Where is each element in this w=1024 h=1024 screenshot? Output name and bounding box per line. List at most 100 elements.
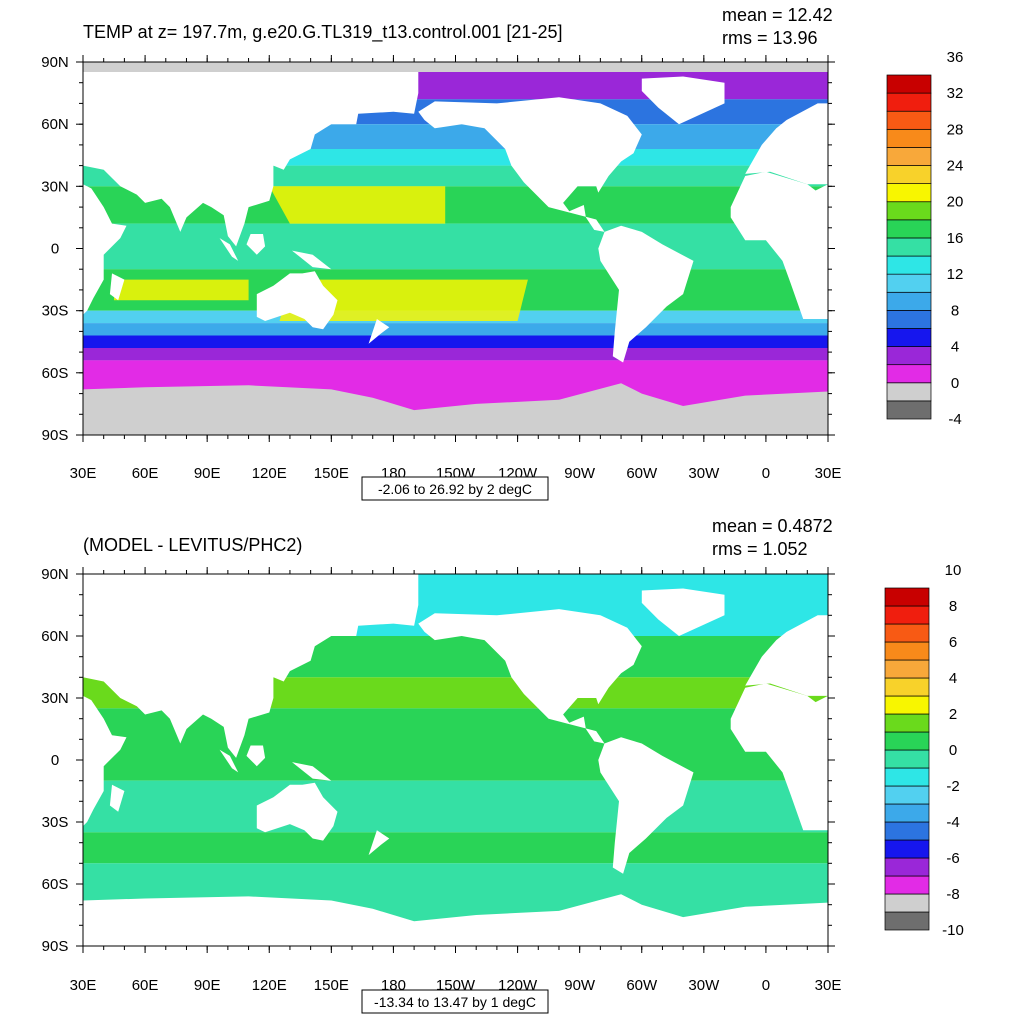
colorbar-swatch: [884, 659, 930, 679]
colorbar-swatch: [886, 128, 932, 148]
colorbar-swatch: [886, 110, 932, 130]
colorbar-swatch: [884, 839, 930, 859]
lat-label: 90N: [41, 54, 69, 71]
colorbar-swatch: [886, 400, 932, 420]
land-mass: [83, 695, 127, 827]
warm-core: [279, 279, 528, 321]
colorbar-label: 24: [947, 158, 964, 175]
colorbar-swatch: [886, 310, 932, 329]
lon-label: 0: [762, 977, 770, 994]
colorbar-swatch: [886, 328, 932, 347]
lon-label: 120E: [252, 465, 287, 482]
colorbar-swatch: [884, 641, 930, 661]
lon-label: 0: [762, 465, 770, 482]
land-mass: [368, 830, 390, 856]
range-label-box: [361, 989, 549, 1014]
land-mass: [745, 615, 828, 696]
colorbar-swatch: [884, 893, 930, 913]
lat-label: 60S: [42, 365, 69, 382]
land-mass: [641, 588, 725, 636]
land-mass: [246, 745, 266, 767]
lon-label: 30E: [815, 977, 842, 994]
colorbar-label: -4: [946, 814, 959, 831]
colorbar-label: -4: [948, 411, 961, 428]
colorbar-swatch: [886, 219, 932, 239]
lon-label: 60E: [132, 977, 159, 994]
colorbar-swatch: [884, 713, 930, 733]
warm-core: [114, 279, 249, 301]
colorbar-label: 8: [949, 598, 957, 615]
lon-label: 90W: [564, 465, 596, 482]
colorbar-swatch: [884, 623, 930, 643]
colorbar-swatch: [886, 364, 932, 384]
land-mass: [641, 76, 725, 125]
colorbar-label: 6: [949, 634, 957, 651]
colorbar-label: 32: [947, 85, 964, 102]
lat-label: 60S: [42, 876, 69, 893]
colorbar-label: 0: [951, 375, 959, 392]
lon-label: 90E: [194, 465, 221, 482]
colorbar-swatch: [886, 92, 932, 112]
colorbar-swatch: [886, 74, 932, 94]
land-mass: [219, 238, 239, 261]
land-mass: [368, 319, 390, 344]
colorbar-label: 20: [947, 194, 964, 211]
contour-band: [83, 780, 828, 833]
land-mass: [256, 782, 338, 841]
colorbar-swatch: [884, 605, 930, 625]
colorbar-swatch: [884, 821, 930, 841]
contour-band: [83, 348, 828, 361]
lat-label: 0: [51, 752, 59, 769]
map-panel-2: 30E 60E 90E 120E 150E 180 150W 120W 90W 60W 30W 0 30…: [41, 516, 964, 1014]
colorbar-swatch: [884, 731, 930, 751]
lat-label: 60N: [41, 116, 69, 133]
panel-title: (MODEL - LEVITUS/PHC2): [83, 535, 302, 555]
rms-stat: rms = 13.96: [722, 28, 818, 48]
mean-stat: mean = 12.42: [722, 5, 833, 25]
antarctica: [83, 894, 828, 946]
colorbar-swatch: [886, 201, 932, 221]
land-mass: [109, 273, 125, 301]
lat-label: 30S: [42, 814, 69, 831]
colorbar-swatch: [884, 875, 930, 895]
colorbar-swatch: [886, 183, 932, 203]
colorbar-label: 12: [947, 266, 964, 283]
colorbar-swatch: [884, 749, 930, 769]
colorbar-swatch: [886, 291, 932, 311]
colorbar: -4 0 4 8 12 16 20 24 28 32 36: [886, 49, 964, 428]
lon-label: 150E: [314, 465, 349, 482]
colorbar-swatch: [886, 237, 932, 257]
colorbar-swatch: [884, 857, 930, 877]
arctic-ice: [83, 62, 828, 72]
colorbar-swatch: [884, 587, 930, 607]
map-field: [83, 62, 828, 435]
lon-label: 90W: [564, 977, 596, 994]
colorbar-label: 36: [947, 49, 964, 66]
lat-label: 60N: [41, 628, 69, 645]
colorbar: -10 -8 -6 -4 -2 0 2 4 6 8 10: [884, 562, 964, 939]
lat-label: 90S: [42, 427, 69, 444]
lon-label: 60E: [132, 465, 159, 482]
land-mass: [730, 683, 828, 831]
land-mass: [730, 171, 828, 319]
colorbar-label: 2: [949, 706, 957, 723]
colorbar-swatch: [886, 255, 932, 275]
map-field: [83, 574, 828, 946]
contour-band: [83, 832, 828, 864]
colorbar-swatch: [886, 346, 932, 366]
colorbar-label: 10: [945, 562, 962, 579]
rms-stat: rms = 1.052: [712, 539, 808, 559]
contour-band: [83, 223, 828, 270]
colorbar-label: -2: [946, 778, 959, 795]
lon-label: 120E: [252, 977, 287, 994]
lat-label: 30S: [42, 303, 69, 320]
antarctica: [83, 383, 828, 435]
land-mass: [83, 184, 127, 315]
lon-label: 30W: [688, 977, 720, 994]
lon-label: 90E: [194, 977, 221, 994]
colorbar-label: -8: [946, 886, 959, 903]
colorbar-label: -6: [946, 850, 959, 867]
land-mass: [256, 271, 338, 330]
land-mass: [83, 574, 419, 758]
